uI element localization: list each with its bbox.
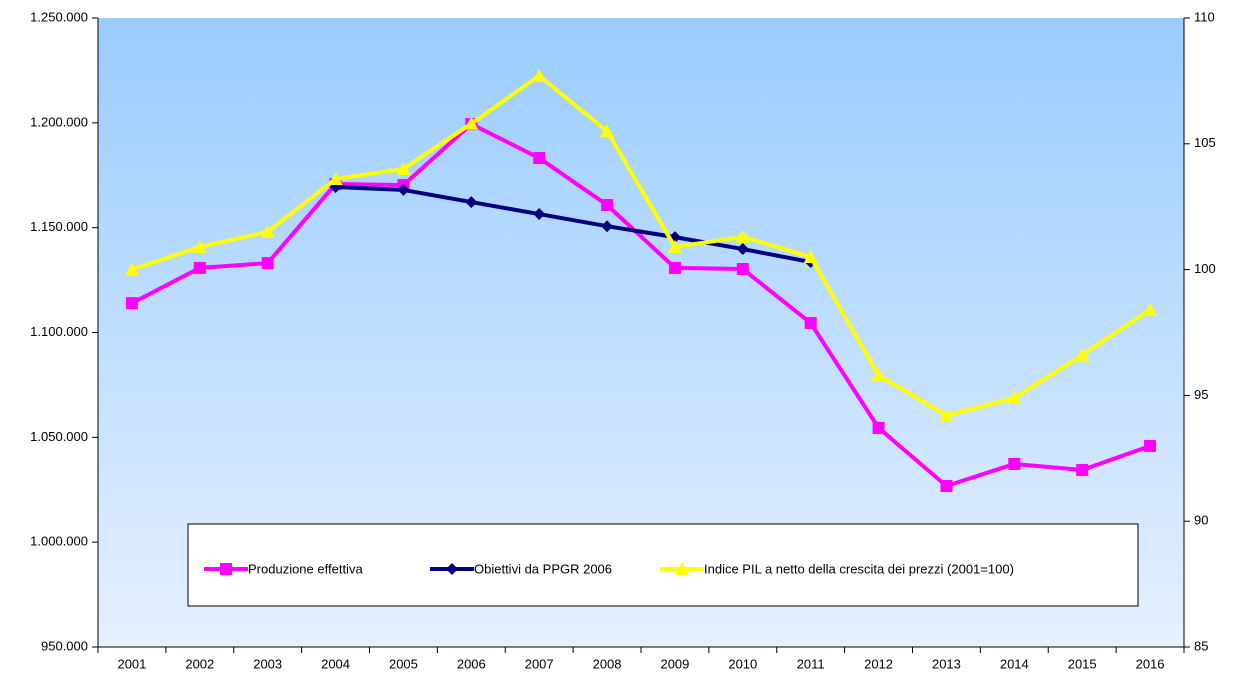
marker — [735, 229, 750, 243]
x-tick-label: 2008 — [593, 656, 622, 671]
marker — [871, 368, 886, 382]
marker — [804, 317, 817, 330]
marker — [668, 261, 681, 274]
marker — [397, 183, 410, 196]
y2-tick-label: 110 — [1194, 9, 1215, 24]
x-tick-label: 2007 — [525, 656, 554, 671]
marker — [667, 239, 682, 253]
x-tick-label: 2006 — [457, 656, 486, 671]
marker — [940, 479, 953, 492]
series-line — [335, 184, 812, 265]
x-tick-label: 2011 — [797, 656, 825, 671]
x-tick-label: 2002 — [185, 656, 214, 671]
x-tick-label: 2009 — [660, 656, 689, 671]
marker — [396, 161, 411, 175]
x-tick-label: 2012 — [864, 656, 893, 671]
marker — [192, 239, 207, 253]
x-tick-label: 2010 — [728, 656, 757, 671]
marker — [1008, 457, 1021, 470]
y2-tick-label: 105 — [1194, 135, 1216, 150]
marker — [465, 196, 478, 209]
legend-box — [187, 523, 1139, 607]
x-tick-label: 2014 — [1000, 656, 1029, 671]
x-tick-label: 2005 — [389, 656, 418, 671]
marker — [261, 257, 274, 270]
x-tick-label: 2013 — [932, 656, 961, 671]
marker — [193, 261, 206, 274]
marker — [220, 563, 232, 575]
marker — [939, 408, 954, 422]
marker — [1143, 302, 1158, 316]
legend-label: Produzione effettiva — [248, 561, 363, 576]
y-tick-label: 1.100.000 — [30, 324, 88, 339]
series-line — [131, 122, 1151, 488]
marker — [328, 172, 343, 186]
marker — [124, 262, 139, 276]
marker — [601, 220, 614, 233]
y-tick-label: 1.150.000 — [30, 219, 88, 234]
y2-tick-label: 85 — [1194, 638, 1208, 653]
marker — [872, 421, 885, 434]
y2-tick-label: 100 — [1194, 261, 1216, 276]
y-tick-label: 1.250.000 — [30, 9, 88, 24]
marker — [533, 152, 546, 165]
marker — [532, 68, 547, 82]
y-tick-label: 1.000.000 — [30, 534, 88, 549]
marker — [125, 297, 138, 310]
x-tick-label: 2016 — [1136, 656, 1165, 671]
y2-tick-label: 95 — [1194, 387, 1208, 402]
y-tick-label: 1.050.000 — [30, 429, 88, 444]
marker — [736, 262, 749, 275]
marker — [1007, 390, 1022, 404]
marker — [803, 250, 818, 264]
legend-label: Indice PIL a netto della crescita dei pr… — [704, 561, 1014, 576]
marker — [675, 562, 689, 575]
y2-tick-label: 90 — [1194, 513, 1208, 528]
marker — [736, 243, 749, 256]
legend-label: Obiettivi da PPGR 2006 — [474, 561, 612, 576]
marker — [600, 124, 615, 138]
x-tick-label: 2001 — [117, 656, 146, 671]
marker — [1075, 348, 1090, 362]
marker — [601, 199, 614, 212]
y-tick-label: 1.200.000 — [30, 114, 88, 129]
legend: Produzione effettiva Obiettivi da PPGR 20… — [187, 523, 1139, 607]
marker — [260, 224, 275, 238]
marker — [1144, 439, 1157, 452]
marker — [446, 563, 458, 575]
marker — [533, 208, 546, 221]
x-tick-label: 2003 — [253, 656, 282, 671]
series-line — [131, 73, 1152, 418]
y-tick-label: 950.000 — [41, 638, 88, 653]
marker — [464, 116, 479, 130]
x-tick-label: 2004 — [321, 656, 350, 671]
marker — [1076, 464, 1089, 477]
x-tick-label: 2015 — [1068, 656, 1097, 671]
